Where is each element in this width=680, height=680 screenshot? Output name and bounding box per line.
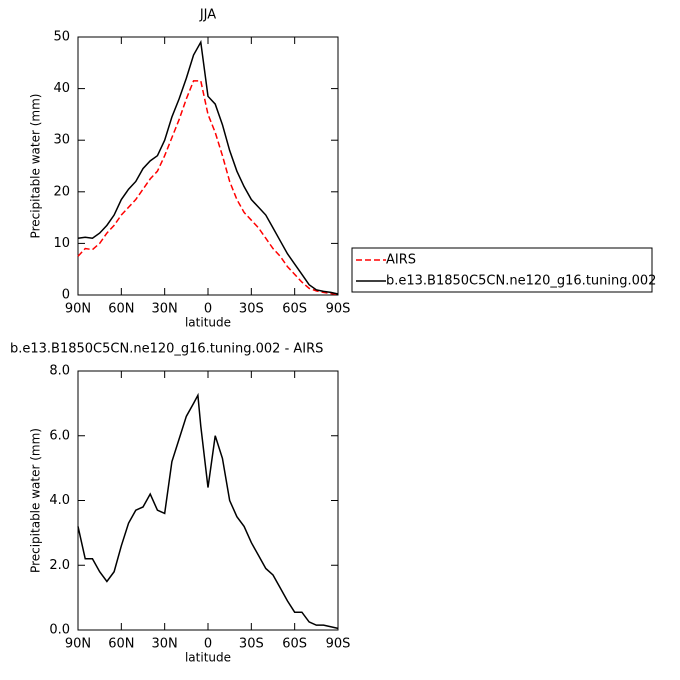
y-tick-label: 6.0 [49, 428, 70, 443]
y-tick-label: 8.0 [49, 364, 70, 379]
x-tick-label: 90S [326, 302, 351, 317]
x-tick-label: 60S [282, 637, 307, 652]
data-line [77, 392, 339, 630]
y-tick-label: 4.0 [49, 493, 70, 508]
legend-box [351, 247, 653, 293]
y-axis-label: Precipitable water (mm) [29, 94, 43, 239]
y-tick-label: 2.0 [49, 558, 70, 573]
x-tick-label: 30S [239, 637, 264, 652]
y-tick-label: 40 [53, 81, 70, 96]
x-tick-label: 30N [152, 302, 178, 317]
y-tick-label: 10 [53, 236, 70, 251]
x-tick-label: 90N [65, 637, 91, 652]
y-tick-label: 0.0 [49, 623, 70, 638]
chart-title: b.e13.B1850C5CN.ne120_g16.tuning.002 - A… [10, 342, 323, 357]
y-tick-label: 30 [53, 133, 70, 148]
x-tick-label: 60N [108, 637, 134, 652]
x-tick-label: 30N [152, 637, 178, 652]
x-axis-label: latitude [185, 651, 231, 665]
y-tick-label: 20 [53, 184, 70, 199]
legend-label: b.e13.B1850C5CN.ne120_g16.tuning.002 [386, 274, 656, 289]
x-axis-label: latitude [185, 316, 231, 330]
legend-label: AIRS [386, 253, 416, 268]
plot-frame [77, 370, 339, 631]
plot-frame [77, 36, 339, 296]
x-tick-label: 60N [108, 302, 134, 317]
data-line [77, 80, 339, 296]
x-tick-label: 90S [326, 637, 351, 652]
x-tick-label: 0 [204, 637, 212, 652]
x-tick-label: 90N [65, 302, 91, 317]
y-tick-label: 50 [53, 30, 70, 45]
y-axis-label: Precipitable water (mm) [29, 428, 43, 573]
x-tick-label: 60S [282, 302, 307, 317]
x-tick-label: 0 [204, 302, 212, 317]
data-line [77, 39, 339, 295]
x-tick-label: 30S [239, 302, 264, 317]
y-tick-label: 0 [62, 288, 70, 303]
chart-title: JJA [199, 8, 216, 23]
